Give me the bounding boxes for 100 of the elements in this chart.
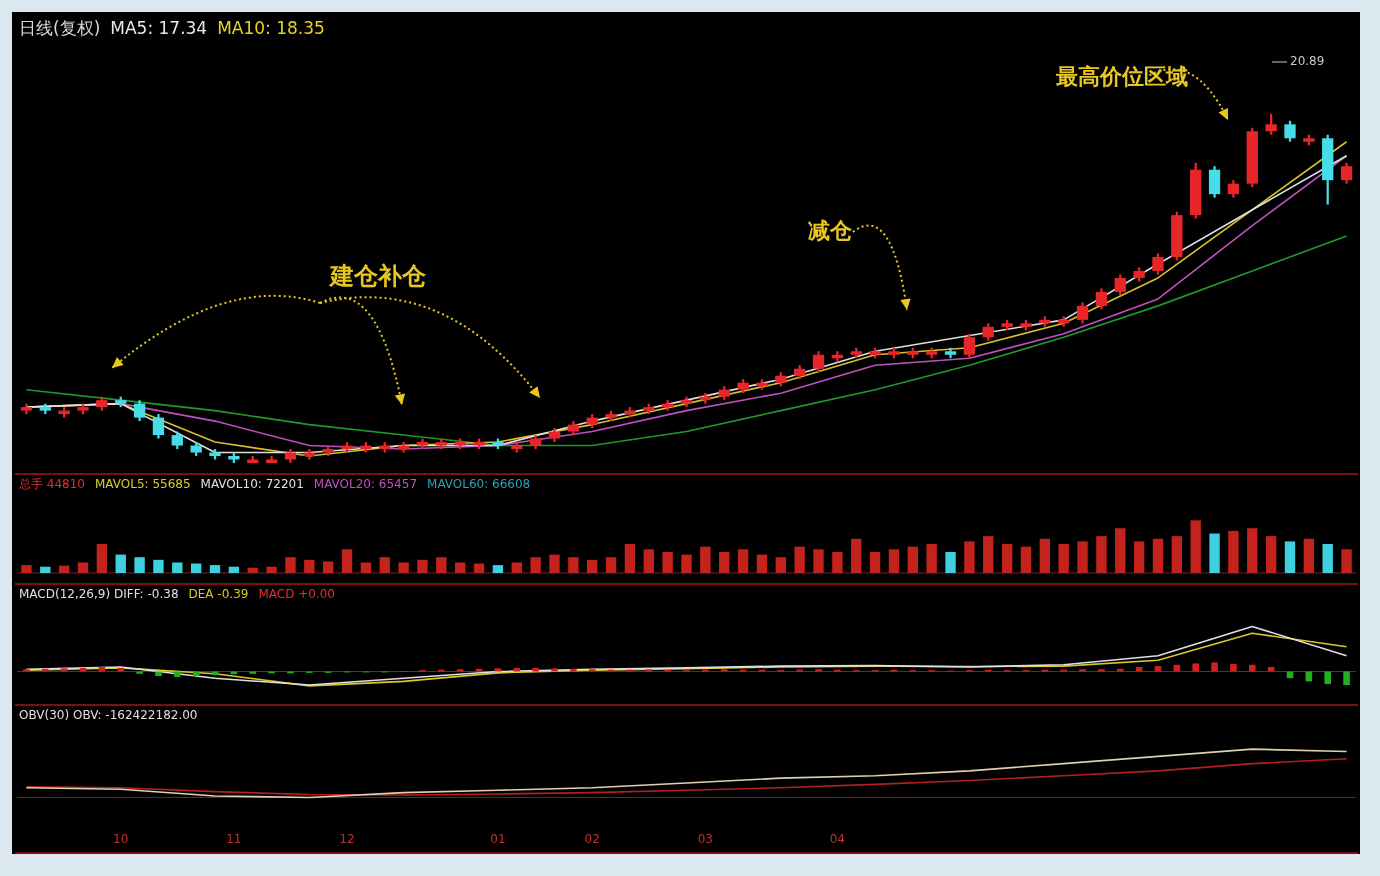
text: MACD(12,26,9) DIFF: -0.38 [19, 587, 179, 602]
bar [1209, 533, 1220, 573]
bar [249, 671, 257, 674]
bar [455, 562, 466, 573]
text: 总手 44810 [18, 477, 85, 492]
x-tick-label: 04 [829, 831, 846, 846]
bar [605, 557, 617, 573]
bar [869, 551, 881, 573]
bar [494, 668, 502, 672]
bar [794, 546, 805, 573]
bar [832, 551, 843, 573]
bar [360, 562, 372, 573]
bar [21, 565, 32, 573]
bar [1079, 669, 1086, 672]
bar [473, 563, 485, 573]
bar [588, 669, 596, 672]
bar [1192, 663, 1199, 672]
bar [1248, 664, 1256, 672]
bar [511, 562, 522, 573]
bar [1230, 663, 1237, 672]
bar [1343, 671, 1350, 685]
bar [417, 559, 428, 573]
bar [436, 557, 447, 573]
x-tick-label: 03 [697, 831, 713, 846]
bar [79, 667, 87, 672]
bar [134, 557, 145, 573]
bar [1247, 528, 1258, 573]
text: OBV(30) OBV: -162422182.00 [19, 708, 198, 723]
bar [77, 562, 89, 573]
text: MA10: 18.35 [217, 18, 325, 39]
bar [136, 671, 143, 674]
bar [587, 559, 598, 573]
x-tick-label: 02 [584, 831, 600, 846]
bar [737, 549, 749, 573]
bar [530, 557, 541, 573]
bar [96, 544, 108, 573]
bar [1116, 668, 1124, 672]
bar [1228, 530, 1239, 573]
bar [926, 544, 937, 573]
bar [643, 549, 654, 573]
text: MA5: 17.34 [110, 18, 208, 39]
bar [174, 671, 181, 677]
bar [23, 669, 30, 672]
bar [645, 669, 653, 672]
bar [662, 551, 673, 573]
bar [549, 554, 560, 573]
text: MAVOL60: 66608 [427, 477, 531, 492]
x-tick-label: 01 [490, 831, 506, 846]
text: 最高价位区域 [1055, 63, 1188, 89]
bar [888, 549, 900, 573]
text: MAVOL20: 65457 [313, 477, 418, 492]
bar [1098, 669, 1105, 672]
bar [624, 544, 636, 573]
bar [285, 557, 296, 573]
text: MACD +0.00 [258, 587, 335, 602]
bar [266, 566, 277, 573]
bar [1265, 536, 1277, 573]
bar [568, 557, 579, 573]
bar [492, 565, 504, 573]
bar [322, 561, 334, 573]
bar [532, 667, 539, 672]
bar [720, 669, 728, 672]
bar [98, 667, 106, 672]
bar [1135, 667, 1143, 672]
bar [153, 559, 164, 573]
bar [851, 538, 862, 573]
bar [117, 667, 125, 672]
bar [190, 563, 202, 573]
text: MAVOL5: 55685 [94, 477, 191, 492]
bar [172, 562, 183, 573]
bar [398, 562, 409, 573]
bar [1341, 549, 1352, 573]
bar [1133, 541, 1145, 573]
bar [1020, 546, 1032, 573]
bar [1324, 671, 1332, 685]
bar [341, 549, 353, 573]
bar [815, 669, 822, 672]
bar [907, 546, 918, 573]
bar [1058, 544, 1069, 573]
bar [115, 554, 126, 573]
bar [945, 551, 956, 573]
bar [456, 669, 464, 672]
x-tick-label: 12 [339, 831, 355, 846]
x-tick-label: 11 [226, 831, 242, 846]
bar [60, 668, 68, 672]
bar [475, 668, 483, 672]
bar [58, 565, 70, 573]
text: 日线(复权) [19, 18, 101, 39]
bar [681, 554, 692, 573]
bar [1115, 528, 1126, 573]
bar [379, 557, 390, 573]
bar [1303, 538, 1315, 573]
text: 20.89 [1290, 54, 1325, 69]
bar [983, 536, 994, 573]
text: MAVOL10: 72201 [200, 477, 304, 492]
bar [1284, 541, 1296, 573]
bar [41, 668, 49, 672]
bar [209, 565, 221, 573]
bar [247, 567, 258, 573]
bar [813, 549, 824, 573]
